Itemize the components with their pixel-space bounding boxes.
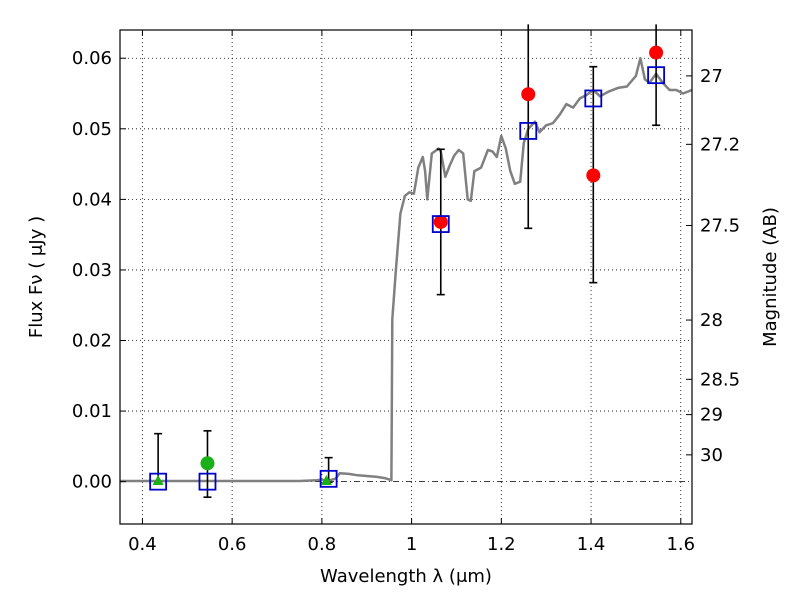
y-tick-label: 0.01 <box>72 401 112 422</box>
y-axis-label: Flux Fν ( μJy ) <box>26 216 47 338</box>
y-tick-label: 0.02 <box>72 331 112 352</box>
x-tick-label: 0.8 <box>308 534 337 555</box>
x-tick-label: 1.2 <box>487 534 516 555</box>
axes: 0.4 0.6 0.8 1 1.2 1.4 1.6 0.00 0.01 0.02 0.03 0.04 0… <box>72 29 740 555</box>
mag-tick-label: 27.5 <box>700 215 740 236</box>
x-tick-label: 1.6 <box>666 534 695 555</box>
y-tick-label: 0.03 <box>72 260 112 281</box>
data-point-square <box>198 472 217 491</box>
data-point-circle <box>521 87 536 102</box>
data-point-triangle <box>152 474 164 485</box>
model-spectrum-line <box>120 56 693 483</box>
data-point-square <box>319 469 338 488</box>
data-point-square <box>584 89 603 108</box>
y-tick-label: 0.04 <box>72 189 112 210</box>
x-tick-label: 0.6 <box>218 534 247 555</box>
data-point-square <box>431 215 450 233</box>
y-tick-label: 0.00 <box>72 472 112 493</box>
mag-tick-label: 27.2 <box>700 134 740 155</box>
x-axis-label: Wavelength λ (μm) <box>320 566 492 587</box>
mag-tick-label: 29 <box>700 405 723 426</box>
y-tick-label: 0.05 <box>72 119 112 140</box>
plot-area <box>120 24 693 498</box>
data-point-square <box>647 66 666 85</box>
plot-frame <box>119 29 693 525</box>
x-tick-label: 1.4 <box>577 534 606 555</box>
data-point-circle <box>200 456 215 471</box>
mag-tick-label: 30 <box>700 445 723 466</box>
x-tick-label: 0.4 <box>128 534 157 555</box>
right-axis-label: Magnitude (AB) <box>760 207 781 347</box>
mag-tick-label: 27 <box>700 66 723 87</box>
data-point-circle <box>586 168 601 183</box>
data-point-circle <box>649 45 664 60</box>
data-point-square <box>519 122 538 140</box>
x-tick-label: 1 <box>406 534 417 555</box>
mag-tick-label: 28 <box>700 310 723 331</box>
data-point-square <box>149 472 168 491</box>
mag-tick-label: 28.5 <box>700 369 740 390</box>
data-point-triangle <box>320 474 332 485</box>
y-tick-label: 0.06 <box>72 48 112 69</box>
data-point-circle <box>433 214 448 229</box>
